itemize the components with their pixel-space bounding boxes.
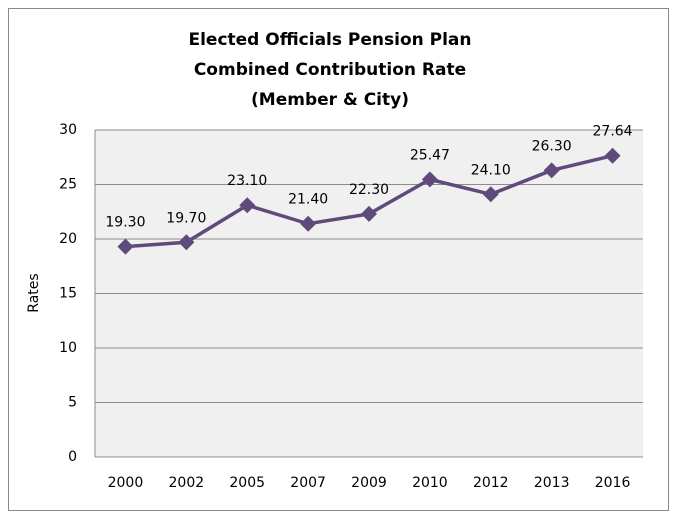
y-axis-label: Rates [26,273,42,312]
x-tick-label: 2007 [290,475,326,491]
data-marker [482,186,499,203]
y-tick-label: 30 [59,122,77,138]
y-tick-label: 25 [59,177,77,193]
data-label: 22.30 [349,182,389,198]
chart-title: (Member & City) [251,90,409,110]
x-tick-label: 2012 [473,475,509,491]
data-label: 23.10 [227,173,267,189]
data-label: 24.10 [471,162,511,178]
y-tick-label: 10 [59,340,77,356]
data-label: 19.30 [105,215,145,231]
x-tick-label: 2016 [595,475,631,491]
data-marker [300,215,317,232]
data-marker [604,147,621,164]
y-tick-label: 5 [68,395,77,411]
data-marker [117,238,134,255]
data-label: 19.70 [166,210,206,226]
chart-title: Combined Contribution Rate [194,60,466,80]
data-label: 25.47 [410,147,450,163]
y-tick-label: 15 [59,286,77,302]
y-tick-label: 0 [68,449,77,465]
x-tick-label: 2005 [229,475,265,491]
x-tick-label: 2013 [534,475,570,491]
x-tick-label: 2010 [412,475,448,491]
data-marker [361,205,377,222]
x-tick-label: 2000 [108,475,144,491]
data-marker [239,197,256,214]
y-tick-label: 20 [59,231,77,247]
data-label: 26.30 [532,138,572,154]
data-label: 21.40 [288,192,328,208]
x-tick-label: 2002 [169,475,205,491]
data-marker [421,171,438,188]
x-tick-label: 2009 [351,475,387,491]
data-label: 27.64 [593,124,633,140]
data-marker [543,162,560,179]
chart-title: Elected Officials Pension Plan [188,30,471,50]
data-marker [178,234,195,251]
